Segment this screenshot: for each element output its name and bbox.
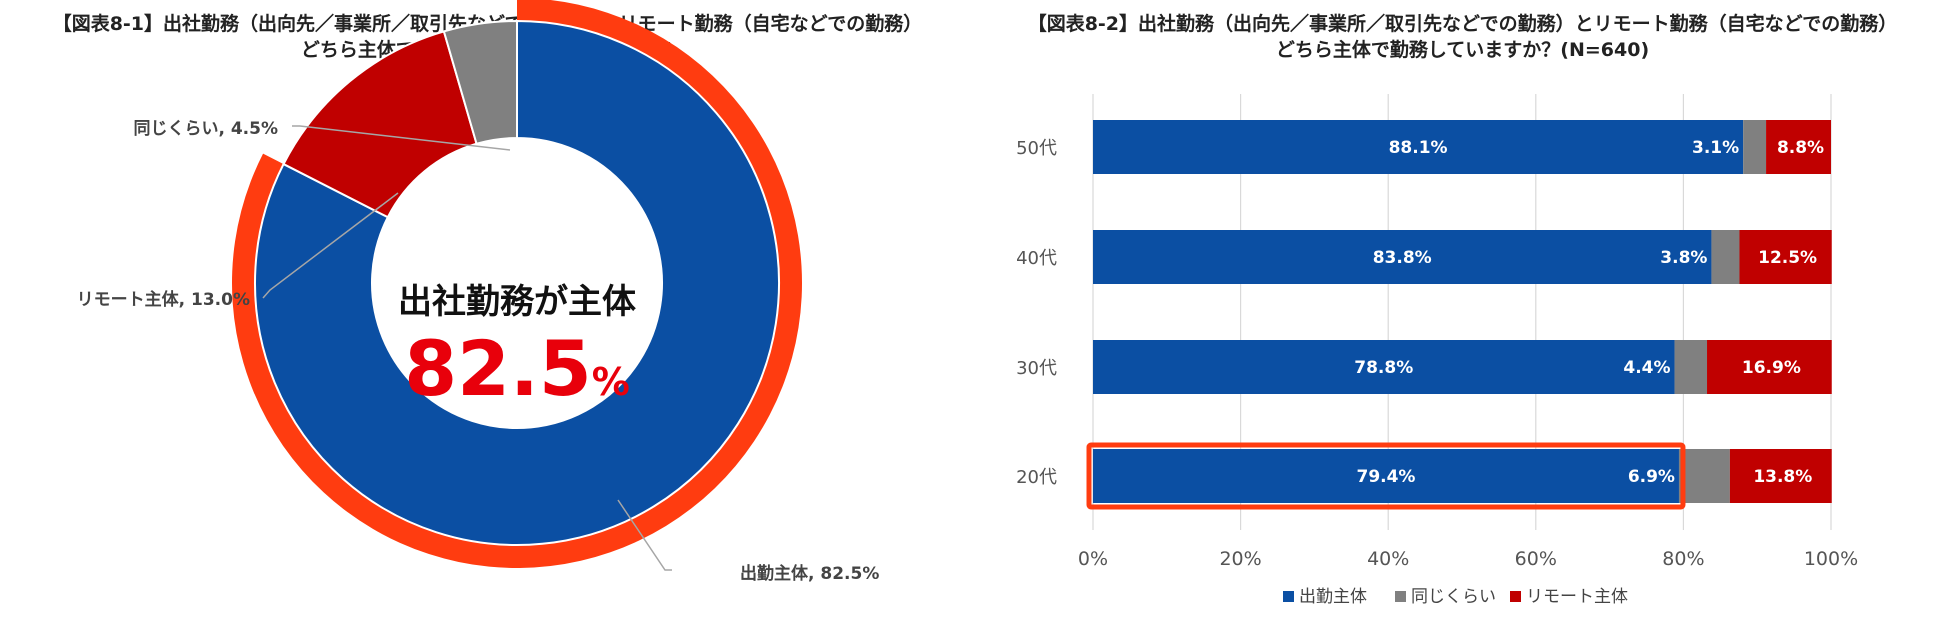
bar-chart-panel: 【図表8-2】出社勤務（出向先／事業所／取引先などでの勤務）とリモート勤務（自宅… [975,0,1950,637]
x-tick-label: 40% [1367,548,1409,570]
label-remote: リモート主体, 13.0% [77,289,250,310]
bar-segment-remote [1766,120,1831,174]
bar-segment-same [1743,120,1767,174]
legend-label: リモート主体 [1526,587,1628,607]
legend-label: 出勤主体 [1299,587,1367,607]
center-title: 出社勤務が主体 [398,282,636,322]
data-label: 3.1% [1692,138,1739,158]
highlight-box [1086,442,1686,510]
leader-line [292,125,511,151]
stacked-bar-chart: 0% 20% 40% 60% 80% 100% 50代 88.1% 3.1% 8.8% 40代 83.… [1016,94,1858,607]
bar-segment-remote [1707,340,1832,394]
bar-segment-office [1093,120,1744,174]
label-same: 同じくらい, 4.5% [133,119,278,139]
chart-title-line2: どちら主体で勤務していますか？(N=640) [1275,39,1650,61]
data-label: 3.8% [1660,248,1707,268]
bar-segment-same [1711,230,1740,284]
x-tick-label: 80% [1662,548,1704,570]
legend-label: 同じくらい [1411,587,1496,607]
legend-swatch [1510,591,1521,602]
legend-swatch [1395,591,1406,602]
bar-segment-office [1093,449,1679,503]
category-label: 50代 [1016,138,1057,159]
x-tick-label: 60% [1515,548,1557,570]
bar-segment-same [1678,449,1730,503]
data-label: 4.4% [1623,358,1670,378]
slice-same [442,19,518,145]
data-label: 79.4% [1356,467,1415,487]
category-label: 40代 [1016,248,1057,269]
bar-segment-office [1093,230,1712,284]
bar-segment-remote [1729,449,1832,503]
data-label: 8.8% [1777,138,1824,158]
center-value: 82.5% [404,324,630,413]
x-tick-label: 0% [1078,548,1108,570]
data-label: 13.8% [1753,467,1812,487]
x-tick-label: 100% [1804,548,1858,570]
bar-segment-remote [1739,230,1832,284]
leader-line [262,192,399,299]
bar-segment-office [1093,340,1675,394]
chart-title-line1: 【図表8-2】出社勤務（出向先／事業所／取引先などでの勤務）とリモート勤務（自宅… [1027,13,1898,35]
category-label: 20代 [1016,467,1057,488]
data-label: 6.9% [1628,467,1675,487]
donut-chart: 出勤主体, 82.5% リモート主体, 13.0% 同じくらい, 4.5% 出社勤務が… [77,0,879,584]
donut-chart-panel: 【図表8-1】出社勤務（出向先／事業所／取引先などでの勤務）とリモート勤務（自宅… [53,0,922,584]
bar-segment-same [1674,340,1708,394]
x-tick-label: 20% [1219,548,1261,570]
data-label: 88.1% [1389,138,1448,158]
legend-swatch [1283,591,1294,602]
leader-line [617,499,672,571]
slice-office [254,19,780,546]
data-label: 83.8% [1373,248,1432,268]
label-office: 出勤主体, 82.5% [740,563,879,584]
data-label: 12.5% [1758,248,1817,268]
data-label: 16.9% [1742,358,1801,378]
data-label: 78.8% [1354,358,1413,378]
category-label: 30代 [1016,358,1057,379]
